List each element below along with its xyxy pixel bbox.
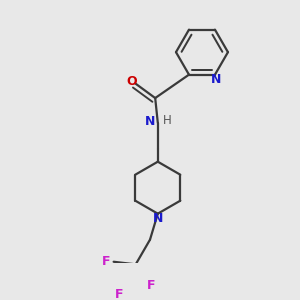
Text: H: H [163,114,171,127]
Text: F: F [102,255,111,268]
Text: F: F [115,288,123,300]
Text: N: N [153,212,163,225]
Text: O: O [127,75,137,88]
Text: F: F [146,279,155,292]
Text: N: N [145,115,156,128]
Text: N: N [211,73,221,86]
